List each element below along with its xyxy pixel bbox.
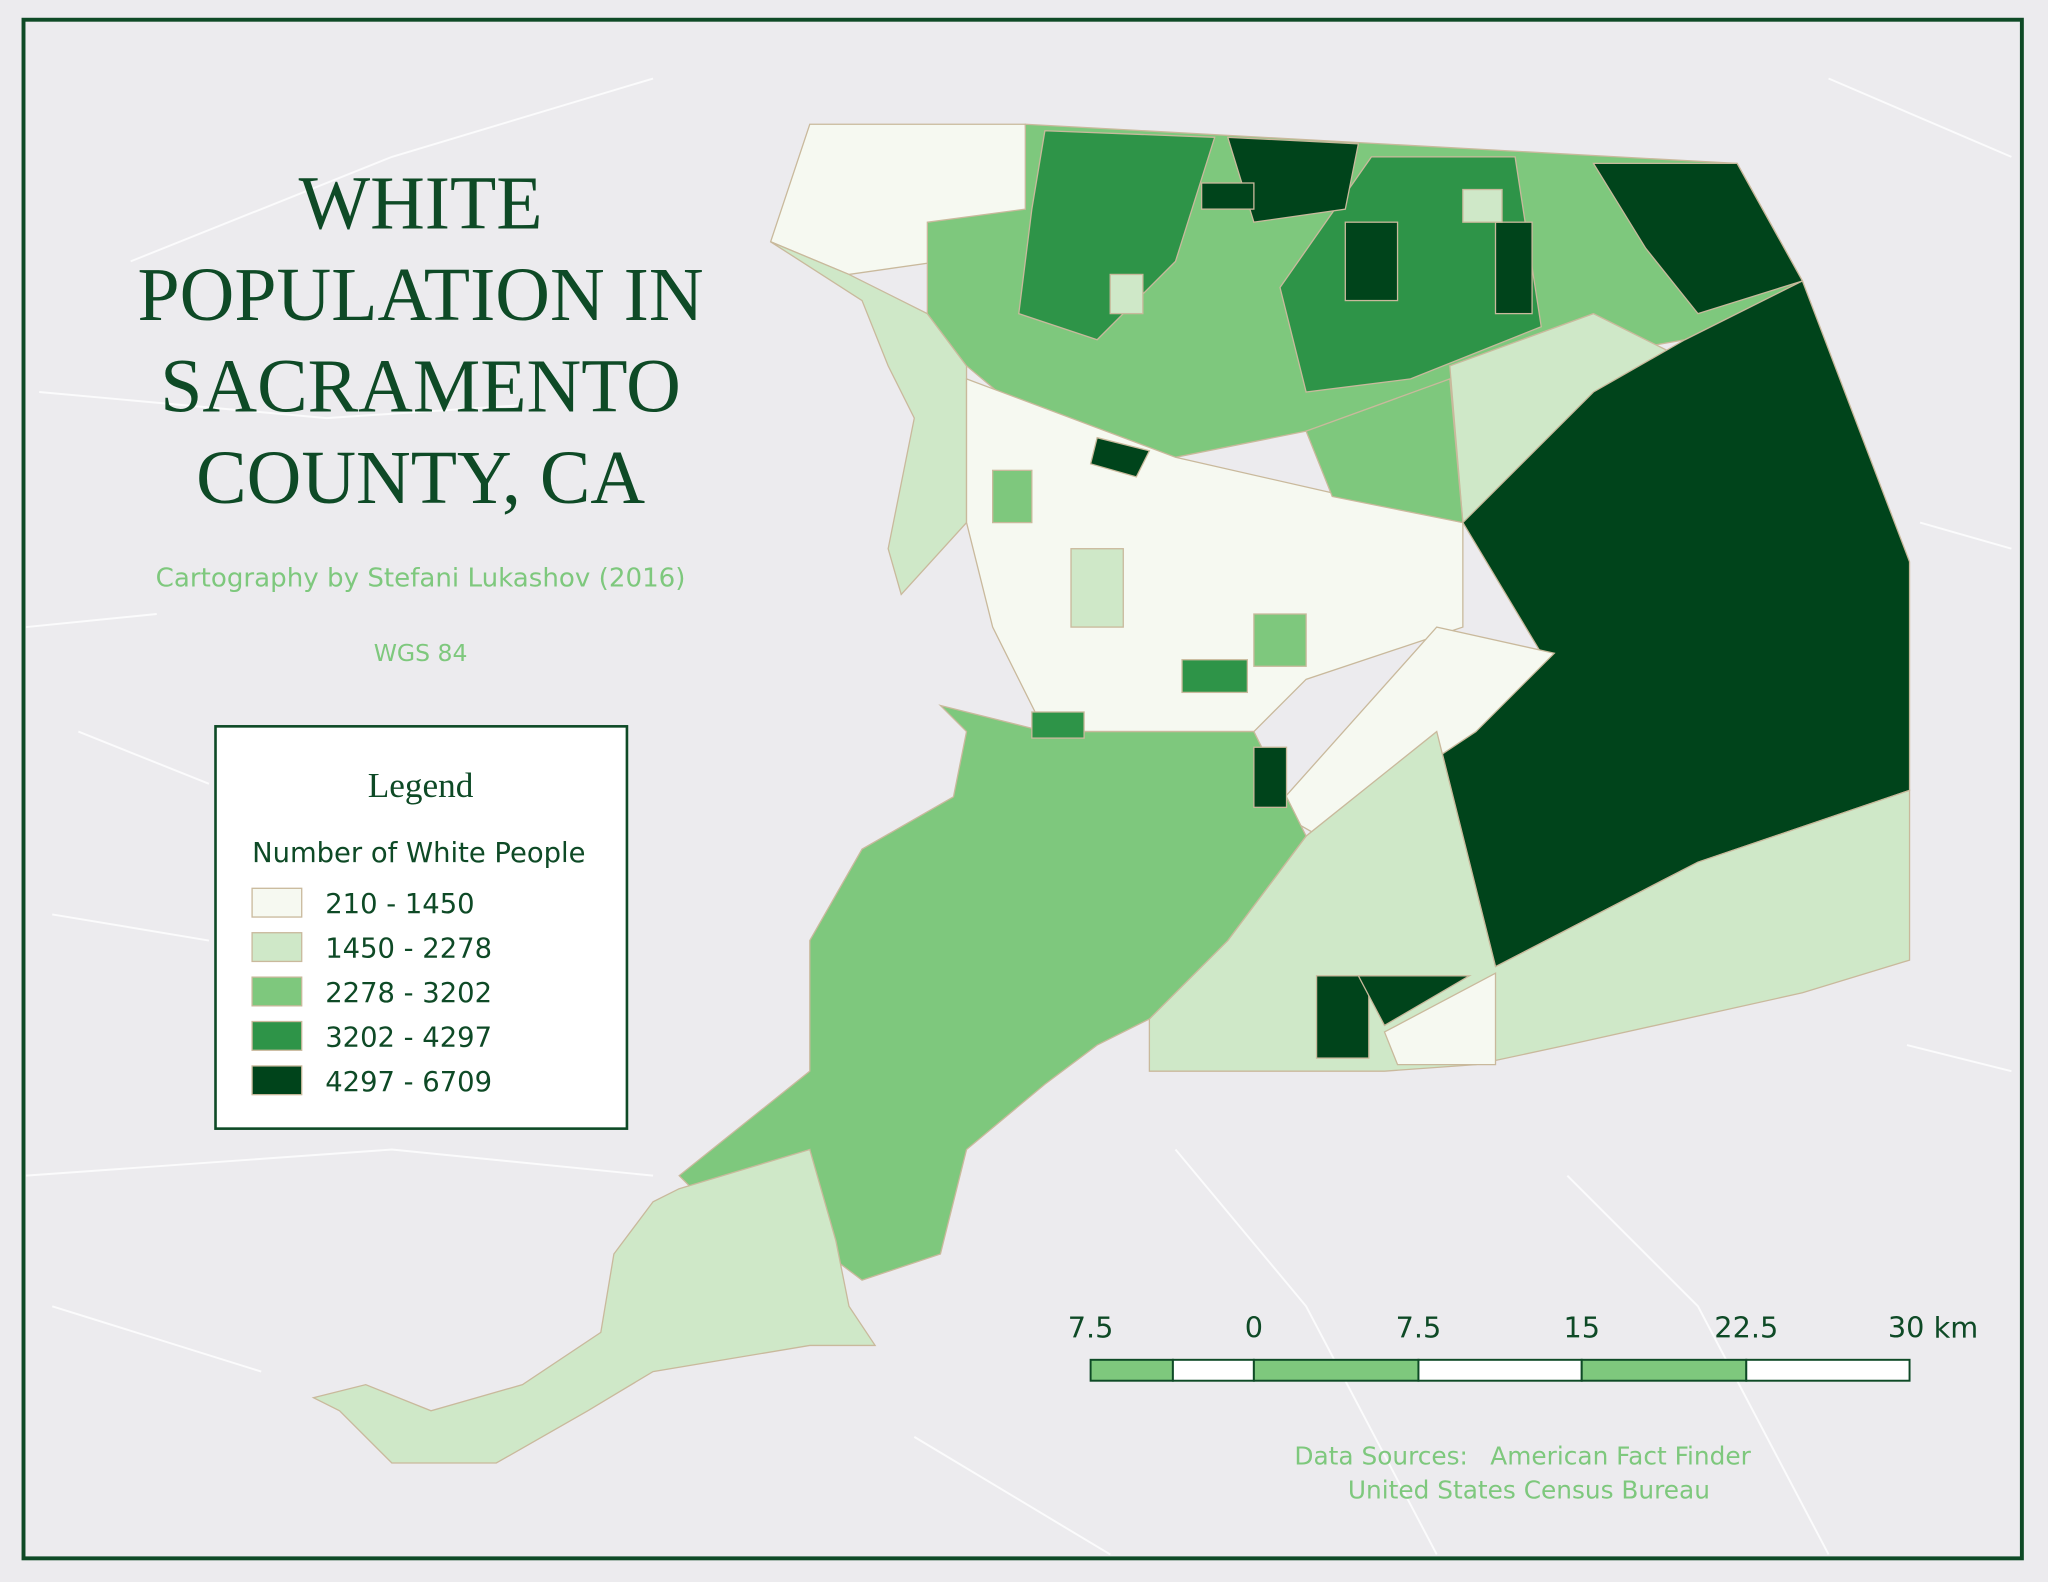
tract xyxy=(311,1148,877,1464)
legend-label: 1450 - 2278 xyxy=(325,934,492,965)
legend-swatch xyxy=(251,932,303,963)
credit: Cartography by Stefani Lukashov (2016) xyxy=(156,564,686,594)
title: WHITE POPULATION IN SACRAMENTO COUNTY, C… xyxy=(138,162,704,520)
roads xyxy=(26,77,2012,1556)
county-regions xyxy=(311,123,1911,1464)
legend-label: 4297 - 6709 xyxy=(325,1067,492,1098)
tract xyxy=(965,377,1464,733)
legend-swatch xyxy=(251,887,303,918)
projection: WGS 84 xyxy=(374,639,468,667)
legend-swatch xyxy=(251,976,303,1007)
scale-segment xyxy=(1171,1358,1255,1382)
legend-label: 3202 - 4297 xyxy=(325,1022,492,1053)
scale-label: 0 xyxy=(1245,1311,1263,1345)
scale-segment xyxy=(1580,1358,1748,1382)
title-line: COUNTY, CA xyxy=(196,436,645,520)
tract xyxy=(678,704,1307,1281)
tract xyxy=(770,241,968,596)
tract xyxy=(1383,972,1497,1066)
legend-subtitle: Number of White People xyxy=(252,838,585,869)
tract xyxy=(1018,130,1216,341)
legend-items: 210 - 1450 1450 - 2278 2278 - 3202 3202 - 4… xyxy=(251,887,492,1098)
legend-swatch xyxy=(251,1065,303,1096)
sources-line: American Fact Finder xyxy=(1490,1441,1751,1470)
legend-swatch xyxy=(251,1020,303,1051)
legend-title: Legend xyxy=(368,766,474,805)
scale-bar: 7.5 0 7.5 15 22.5 30 km xyxy=(1068,1311,1978,1382)
tract xyxy=(1592,162,1804,315)
sources: Data Sources: American Fact Finder Unite… xyxy=(1294,1441,1751,1504)
tract xyxy=(1109,273,1144,315)
scale-label: 7.5 xyxy=(1396,1311,1442,1345)
tract xyxy=(1315,975,1370,1059)
sources-line: United States Census Bureau xyxy=(1348,1475,1710,1504)
tract xyxy=(1344,221,1399,302)
tract xyxy=(1089,436,1151,478)
title-line: WHITE xyxy=(299,162,543,246)
scale-label: 7.5 xyxy=(1068,1311,1114,1345)
scale-segment xyxy=(1089,1358,1174,1382)
scale-label: 30 km xyxy=(1888,1311,1978,1345)
tract xyxy=(1253,746,1288,808)
legend-label: 2278 - 3202 xyxy=(325,978,492,1009)
tract xyxy=(1357,975,1472,1027)
title-line: SACRAMENTO xyxy=(160,345,681,429)
scale-label: 22.5 xyxy=(1714,1311,1778,1345)
tract xyxy=(1462,188,1503,223)
scale-segment xyxy=(1745,1358,1911,1382)
tract xyxy=(1181,659,1248,694)
tract xyxy=(1200,182,1255,210)
tract xyxy=(1031,711,1085,739)
frame xyxy=(21,17,2024,1561)
tract xyxy=(1070,548,1124,628)
scale-label: 15 xyxy=(1563,1311,1600,1345)
scale-segment xyxy=(1252,1358,1420,1382)
legend-box xyxy=(214,725,629,1130)
tract xyxy=(1494,221,1533,315)
title-line: POPULATION IN xyxy=(138,253,704,337)
tract xyxy=(1253,613,1307,667)
tract xyxy=(992,469,1033,524)
scale-segment xyxy=(1417,1358,1583,1382)
legend-label: 210 - 1450 xyxy=(325,889,474,920)
sources-label: Data Sources: xyxy=(1294,1441,1468,1470)
